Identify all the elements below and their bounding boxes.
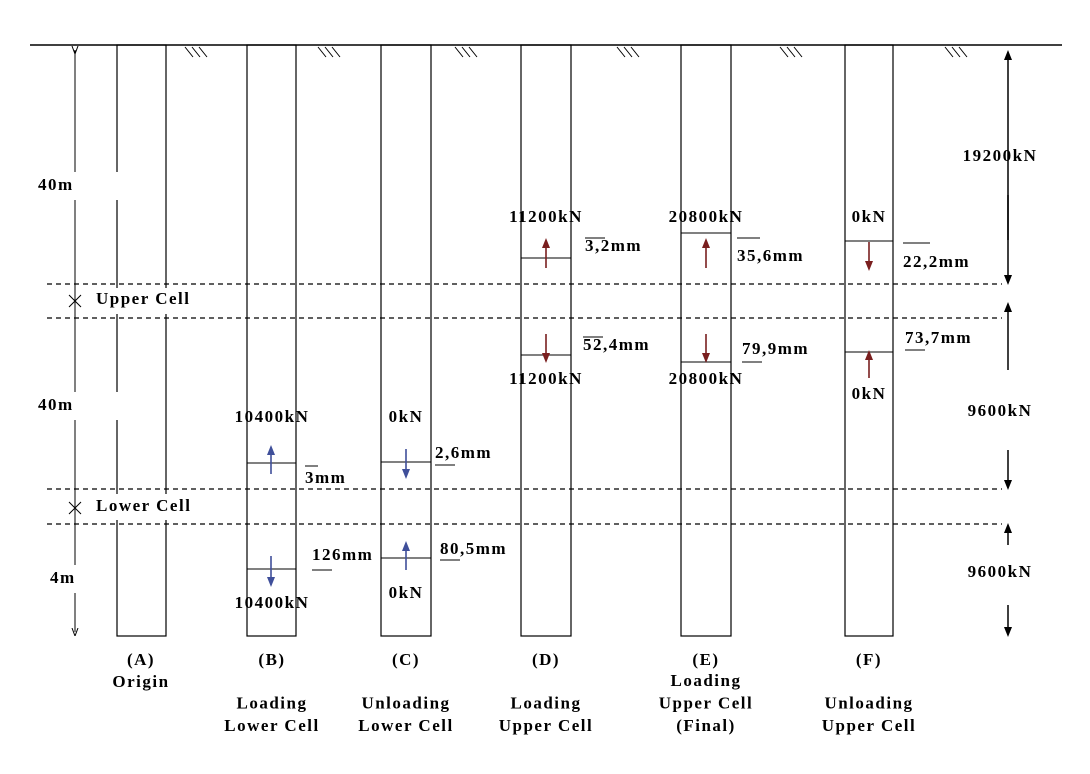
load-label: 11200kN [509, 369, 583, 388]
stage-caption: Upper Cell [659, 693, 754, 712]
load: 19200kN [963, 146, 1038, 165]
load-label: 20800kN [669, 207, 744, 226]
stage-caption: Upper Cell [822, 716, 917, 735]
displacement: 126mm [312, 545, 373, 564]
displacement: 80,5mm [440, 539, 507, 558]
stage-caption: (Final) [676, 716, 736, 735]
load: 9600kN [968, 562, 1033, 581]
dimension: 4m [50, 568, 76, 587]
load-label: 20800kN [669, 369, 744, 388]
stage-id: (E) [692, 650, 719, 669]
load-label: 11200kN [509, 207, 583, 226]
stage-id: (A) [127, 650, 155, 669]
displacement: 3mm [305, 468, 346, 487]
load-label: 0kN [852, 384, 887, 403]
stage-caption: Lower Cell [224, 716, 319, 735]
layout [30, 44, 1062, 637]
load-label: 10400kN [235, 407, 310, 426]
cell-label: Upper Cell [96, 289, 191, 308]
load-label: 0kN [852, 207, 887, 226]
stage-id: (D) [532, 650, 560, 669]
dimension: 40m [38, 395, 74, 414]
stage-caption: Loading [671, 671, 742, 690]
stage-caption: Origin [112, 672, 169, 691]
load-label: 0kN [389, 407, 424, 426]
displacement: 52,4mm [583, 335, 650, 354]
load: 9600kN [968, 401, 1033, 420]
displacement: 2,6mm [435, 443, 492, 462]
dimension: 40m [38, 175, 74, 194]
stage-id: (F) [856, 650, 882, 669]
cell-label: Lower Cell [96, 496, 191, 515]
labels: 40m Upper Cell 40m Lower Cell 4m 19200kN… [30, 146, 1038, 593]
stage-caption: Unloading [824, 693, 913, 712]
stage-caption: Loading [511, 693, 582, 712]
displacement: 35,6mm [737, 246, 804, 265]
stage-id: (C) [392, 650, 420, 669]
stages: (A) Origin (B) Loading Lower Cell 10400kN 3mm 1… [112, 207, 972, 735]
stage-caption: Upper Cell [499, 716, 594, 735]
stage-caption: Unloading [361, 693, 450, 712]
displacement: 22,2mm [903, 252, 970, 271]
load-label: 10400kN [235, 593, 310, 612]
load-label: 0kN [389, 583, 424, 602]
displacement: 3,2mm [585, 236, 642, 255]
displacement: 79,9mm [742, 339, 809, 358]
stage-id: (B) [258, 650, 285, 669]
stage-caption: Lower Cell [358, 716, 453, 735]
displacement: 73,7mm [905, 328, 972, 347]
stage-caption: Loading [237, 693, 308, 712]
